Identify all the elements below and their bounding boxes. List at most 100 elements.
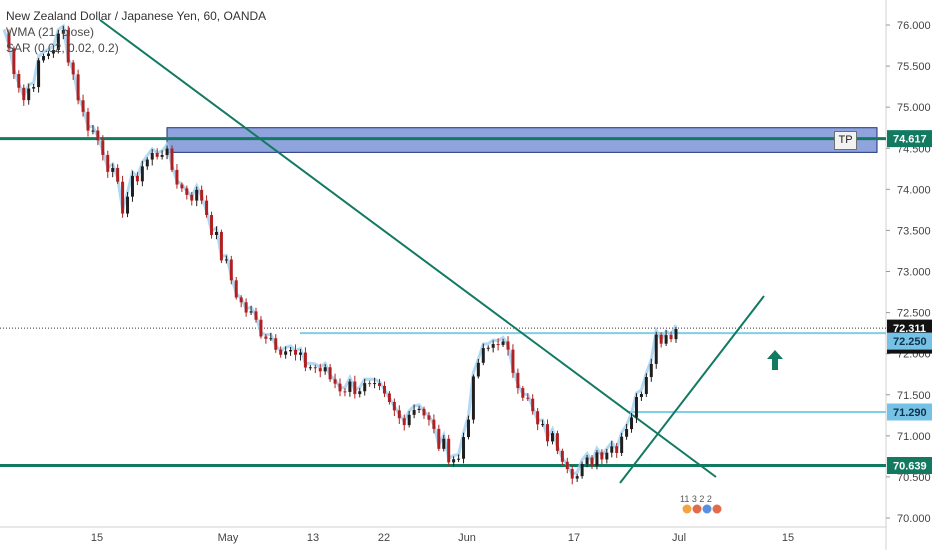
price-tag-text: 70.639: [893, 460, 927, 472]
candle-body: [402, 418, 406, 426]
events-icons[interactable]: 11 3 2 2: [680, 494, 712, 504]
sar-indicator-label[interactable]: SAR (0.02, 0.02, 0.2): [6, 41, 119, 55]
candle-body: [22, 87, 26, 101]
candle-body: [674, 329, 678, 340]
price-axis-label: 70.000: [897, 513, 931, 525]
candle-body: [417, 408, 421, 411]
candle-body: [427, 415, 431, 420]
candle-body: [294, 349, 298, 355]
candle-body: [536, 411, 540, 425]
candle-body: [397, 410, 401, 419]
price-axis-label: 71.500: [897, 390, 931, 402]
candle-body: [121, 181, 125, 214]
candle-body: [654, 334, 658, 364]
candle-body: [630, 417, 634, 430]
event-marker-icon[interactable]: [711, 503, 723, 515]
candle-body: [219, 231, 223, 261]
candle-body: [61, 29, 65, 34]
candle-body: [664, 335, 668, 344]
uptrend-line[interactable]: [619, 295, 765, 484]
candle-body: [244, 302, 248, 313]
candle-body: [565, 461, 569, 470]
candle-body: [190, 194, 194, 201]
price-axis-label: 75.500: [897, 61, 931, 73]
price-tag-bg[interactable]: [887, 130, 932, 148]
candle-body: [585, 457, 589, 464]
downtrend-line[interactable]: [99, 19, 717, 478]
candle-body: [66, 29, 70, 63]
candle-body: [175, 169, 179, 185]
price-axis-label: 71.000: [897, 431, 931, 443]
price-tag-text: 74.617: [893, 134, 927, 146]
candle-body: [659, 334, 663, 344]
price-tag-text: 72.250: [893, 336, 927, 348]
candle-body: [130, 175, 134, 197]
candle-body: [634, 396, 638, 418]
candle-body: [76, 74, 80, 101]
candle-body: [86, 111, 90, 131]
candle-body: [550, 433, 554, 442]
candle-body: [195, 189, 199, 201]
candle-body: [620, 436, 624, 454]
candle-body: [205, 200, 209, 216]
candle-body: [432, 419, 436, 429]
candle-body: [615, 446, 619, 454]
candle-body: [338, 383, 342, 392]
price-tag-bg[interactable]: [887, 332, 932, 350]
candle-body: [526, 397, 530, 399]
candle-body: [373, 383, 377, 385]
wma-indicator-line: [2, 23, 678, 477]
candle-body: [412, 410, 416, 415]
candle-body: [343, 391, 347, 393]
candle-body: [560, 450, 564, 462]
price-tag-bg[interactable]: [887, 456, 932, 474]
candle-body: [37, 60, 41, 88]
candle-body: [358, 391, 362, 395]
candle-body: [387, 393, 391, 402]
candle-body: [224, 259, 228, 261]
candle-body: [259, 319, 263, 337]
candle-body: [407, 414, 411, 426]
candle-body: [96, 130, 100, 141]
candle-body: [471, 376, 475, 420]
event-marker-icon[interactable]: [701, 503, 713, 515]
candle-body: [452, 459, 456, 463]
candle-body: [639, 393, 643, 397]
price-axis-label: 73.000: [897, 267, 931, 279]
price-axis-label: 74.000: [897, 184, 931, 196]
up-arrow-icon[interactable]: [767, 350, 783, 370]
symbol-title[interactable]: New Zealand Dollar / Japanese Yen, 60, O…: [6, 9, 267, 23]
candle-body: [140, 166, 144, 182]
candle-body: [318, 368, 322, 372]
candle-body: [363, 383, 367, 392]
time-axis-label: 13: [307, 532, 319, 544]
candle-body: [546, 424, 550, 442]
candle-body: [496, 344, 500, 346]
candle-body: [462, 437, 466, 459]
event-marker-icon[interactable]: [681, 503, 693, 515]
price-tag-bg[interactable]: [887, 319, 932, 337]
candle-body: [368, 383, 372, 385]
candle-body: [160, 155, 164, 157]
candle-body: [669, 335, 673, 340]
price-axis-label: 70.500: [897, 472, 931, 484]
candle-body: [382, 385, 386, 394]
candle-body: [575, 476, 579, 479]
price-axis-label: 75.000: [897, 102, 931, 114]
candle-body: [81, 100, 85, 112]
candle-body: [353, 381, 357, 395]
candle-body: [180, 184, 184, 189]
time-axis-label: 22: [378, 532, 390, 544]
time-axis-label: May: [218, 532, 239, 544]
candle-body: [298, 352, 302, 355]
tp-zone-label[interactable]: TP: [834, 131, 857, 150]
candle-body: [101, 140, 105, 155]
price-tag-bg[interactable]: [887, 403, 932, 421]
candle-body: [531, 398, 535, 412]
event-marker-icon[interactable]: [691, 503, 703, 515]
wma-indicator-label[interactable]: WMA (21, close): [6, 25, 95, 39]
candle-body: [570, 469, 574, 479]
candle-body: [126, 196, 130, 214]
